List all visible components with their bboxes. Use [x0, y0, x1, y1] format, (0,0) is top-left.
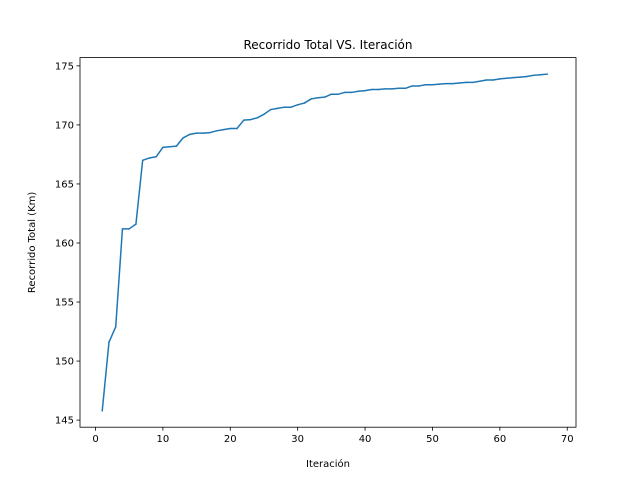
y-tick-label: 150 [55, 357, 74, 368]
x-tick-label: 70 [561, 434, 574, 445]
data-point [276, 107, 279, 110]
x-tick-label: 20 [224, 434, 237, 445]
data-point [310, 98, 312, 100]
data-point [323, 96, 326, 98]
x-tick-label: 40 [359, 434, 372, 445]
x-tick-label: 0 [92, 434, 98, 445]
data-point [465, 81, 467, 84]
data-point [148, 157, 151, 159]
data-point [290, 106, 292, 108]
data-point [236, 127, 238, 130]
data-point [168, 146, 171, 148]
data-point [337, 93, 339, 95]
data-point [269, 108, 272, 111]
data-point [263, 113, 265, 116]
data-point [384, 88, 387, 90]
data-point [195, 132, 198, 134]
data-point [505, 77, 508, 80]
data-point [485, 79, 488, 81]
data-point [344, 91, 346, 94]
data-point [418, 85, 420, 87]
data-point [155, 156, 157, 158]
data-point [249, 118, 252, 121]
plot-frame [79, 57, 577, 428]
data-point [526, 75, 528, 78]
data-point [317, 97, 319, 99]
data-point [135, 223, 137, 225]
data-point [175, 145, 178, 147]
data-point [202, 132, 205, 134]
data-point [101, 409, 103, 412]
x-tick-label: 10 [157, 434, 170, 445]
y-tick-label: 145 [55, 416, 74, 427]
data-point [209, 131, 211, 134]
data-point [256, 117, 258, 119]
y-tick-label: 165 [55, 179, 74, 190]
data-point [350, 91, 353, 94]
data-point [189, 133, 191, 136]
data-point [411, 85, 413, 87]
data-point [539, 73, 542, 76]
data-point [451, 82, 454, 85]
data-point [404, 87, 407, 90]
data-point [108, 341, 110, 343]
data-point [499, 78, 501, 80]
data-point [182, 137, 184, 139]
data-point [357, 90, 360, 92]
data-point [296, 104, 299, 106]
data-point [377, 88, 380, 91]
data-point [438, 83, 440, 85]
data-point [391, 88, 393, 90]
y-tick-label: 155 [55, 298, 74, 309]
data-point [472, 81, 474, 84]
data-point [519, 76, 521, 78]
data-point [512, 76, 515, 79]
y-tick-label: 175 [55, 61, 74, 72]
data-point [114, 326, 117, 328]
data-point [458, 82, 461, 84]
data-point [216, 130, 218, 132]
data-point [398, 87, 400, 90]
data-point [128, 228, 130, 230]
y-tick-label: 160 [55, 238, 74, 249]
ticks-layer: 0 10 20 30 40 50 60 70 145 150 155 160 165 170 175 [55, 61, 574, 445]
x-tick-label: 30 [291, 434, 304, 445]
x-axis-title: Iteración [306, 458, 350, 470]
data-point [229, 127, 232, 130]
data-point [546, 73, 548, 75]
data-point [424, 84, 427, 86]
y-axis-title: Recorrido Total (Km) [27, 192, 38, 293]
y-tick-label: 170 [55, 120, 74, 131]
data-point [371, 88, 373, 91]
data-point [303, 102, 306, 104]
data-point [445, 82, 447, 85]
data-point [431, 84, 434, 86]
x-tick-label: 50 [426, 434, 439, 445]
data-point [492, 79, 494, 81]
data-point [478, 80, 481, 82]
chart-title: Recorrido Total VS. Iteración [244, 38, 413, 52]
x-tick-label: 60 [493, 434, 506, 445]
data-layer [101, 73, 548, 412]
data-point [121, 228, 124, 230]
data-point [222, 128, 225, 131]
data-point [162, 146, 164, 149]
data-point [532, 74, 535, 77]
data-point [141, 159, 144, 162]
data-point [283, 106, 285, 108]
data-point [330, 93, 333, 95]
data-point [243, 119, 245, 121]
data-point [364, 89, 366, 92]
